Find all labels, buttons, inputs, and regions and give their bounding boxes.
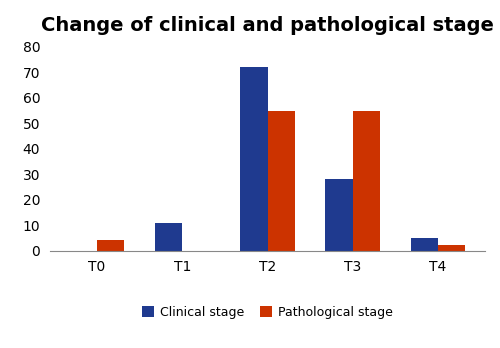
- Bar: [326, 179, 352, 251]
- Bar: [410, 238, 438, 251]
- Legend: Clinical stage, Pathological stage: Clinical stage, Pathological stage: [136, 301, 398, 324]
- Bar: [268, 111, 295, 251]
- Bar: [240, 67, 268, 251]
- Bar: [155, 223, 182, 251]
- Bar: [438, 245, 465, 251]
- Bar: [352, 111, 380, 251]
- Title: Change of clinical and pathological stage: Change of clinical and pathological stag…: [41, 16, 494, 35]
- Bar: [97, 240, 124, 251]
